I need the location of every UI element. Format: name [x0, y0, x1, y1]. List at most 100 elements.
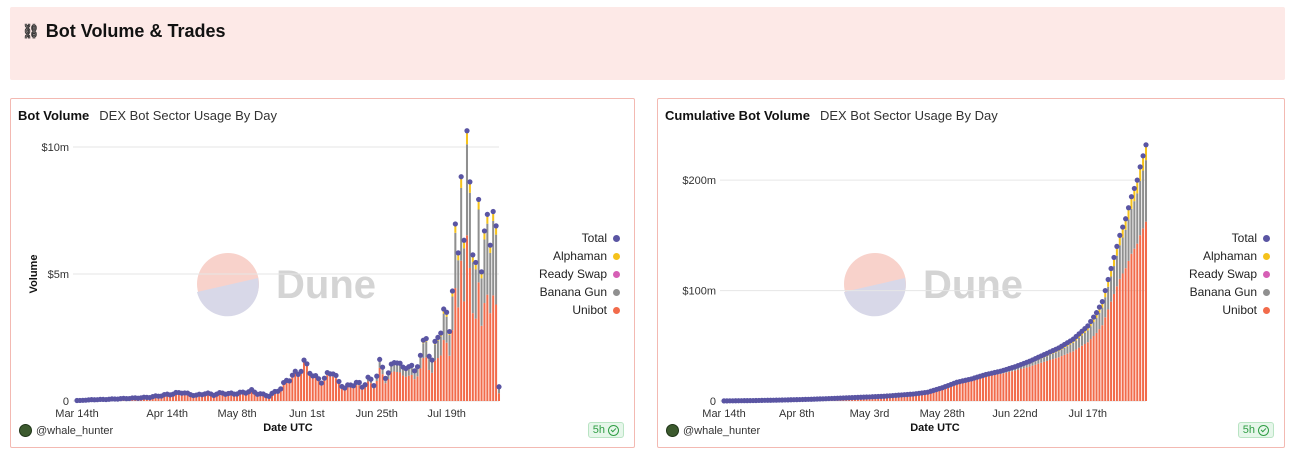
- x-tick-label: Mar 14th: [55, 408, 98, 420]
- bar-segment-banana-gun: [1011, 369, 1014, 372]
- bar-segment-unibot: [457, 307, 460, 401]
- bar-segment-unibot: [297, 375, 300, 401]
- chart-title: Bot Volume: [18, 108, 90, 123]
- bar-segment-unibot: [346, 387, 349, 401]
- legend-item-total[interactable]: Total: [1189, 229, 1270, 247]
- bar-segment-banana-gun: [1144, 160, 1148, 222]
- bar-segment-banana-gun: [1092, 322, 1095, 336]
- refresh-badge[interactable]: 5h: [587, 422, 624, 438]
- total-point: [484, 211, 490, 217]
- bar-segment-alphaman: [1127, 207, 1130, 220]
- chart-card-bot-volume[interactable]: Bot Volume DEX Bot Sector Usage By Day D…: [10, 98, 635, 448]
- bar-segment-banana-gun: [425, 341, 428, 358]
- bar-segment-unibot: [1136, 243, 1139, 401]
- total-point: [304, 361, 310, 367]
- total-point: [444, 309, 450, 315]
- total-point: [385, 370, 392, 376]
- bar-segment-unibot: [399, 372, 402, 401]
- total-point: [449, 288, 456, 294]
- bar-segment-banana-gun: [451, 296, 454, 331]
- total-point: [1111, 254, 1117, 261]
- author[interactable]: @whale_hunter: [666, 424, 760, 437]
- bar-segment-unibot: [1086, 342, 1089, 401]
- total-point: [1108, 265, 1114, 272]
- bar-segment-alphaman: [489, 245, 492, 253]
- refresh-badge[interactable]: 5h: [1237, 422, 1274, 438]
- bar-segment-unibot: [1133, 248, 1136, 401]
- x-tick-label: Mar 14th: [702, 408, 745, 420]
- cumulative-bot-volume-chart[interactable]: Dune 0 $100m $200m Mar 14th Apr 8th May 3rd May…: [658, 99, 1286, 449]
- bar-segment-unibot: [172, 394, 175, 401]
- bar-segment-banana-gun: [492, 220, 495, 296]
- bar-segment-unibot: [250, 390, 253, 401]
- bar-segment-banana-gun: [445, 316, 448, 343]
- watermark-text: Dune: [923, 263, 1023, 307]
- bar-segment-unibot: [177, 392, 180, 401]
- total-point: [435, 334, 441, 341]
- bar-segment-unibot: [236, 394, 239, 401]
- legend-item-alphaman[interactable]: Alphaman: [1189, 247, 1270, 265]
- bar-segment-unibot: [358, 385, 361, 401]
- bar-segment-banana-gun: [436, 340, 439, 359]
- bar-segment-banana-gun: [1075, 340, 1078, 350]
- legend-item-banana-gun[interactable]: Banana Gun: [539, 283, 620, 301]
- total-point: [461, 237, 467, 243]
- bar-segment-unibot: [906, 394, 909, 401]
- bar-segment-unibot: [241, 392, 244, 401]
- avatar: [19, 424, 32, 437]
- total-point: [452, 221, 458, 227]
- total-point: [481, 228, 488, 234]
- legend-item-total[interactable]: Total: [539, 229, 620, 247]
- total-points: [74, 128, 502, 404]
- bar-segment-unibot: [460, 260, 463, 401]
- bar-segment-banana-gun: [1072, 342, 1075, 352]
- legend-item-alphaman[interactable]: Alphaman: [539, 247, 620, 265]
- author[interactable]: @whale_hunter: [19, 424, 113, 437]
- legend-item-unibot[interactable]: Unibot: [539, 301, 620, 319]
- bar-segment-unibot: [976, 378, 979, 401]
- bar-segment-banana-gun: [1060, 349, 1063, 357]
- bar-segment-banana-gun: [454, 232, 457, 289]
- bar-segment-alphaman: [457, 252, 460, 261]
- bar-segment-unibot: [1142, 228, 1145, 401]
- bot-volume-chart[interactable]: Dune 0 $5m $10m Mar 14th Apr 14th May 8th Jun 1…: [11, 99, 636, 449]
- x-tick-label: May 8th: [217, 408, 256, 420]
- legend-dot: [613, 288, 620, 296]
- legend-item-ready-swap[interactable]: Ready Swap: [1189, 265, 1270, 283]
- bar-segment-banana-gun: [431, 362, 434, 373]
- bar-segment-banana-gun: [1136, 193, 1139, 244]
- bar-segment-banana-gun: [378, 361, 381, 368]
- total-point: [333, 372, 339, 379]
- bar-segment-banana-gun: [1121, 237, 1124, 274]
- y-tick-label: $5m: [48, 269, 69, 281]
- bar-segment-alphaman: [495, 225, 498, 235]
- bar-segment-unibot: [471, 313, 474, 401]
- bar-segment-alphaman: [1107, 279, 1110, 287]
- legend-dot: [613, 234, 620, 242]
- bar-segment-unibot: [160, 396, 163, 401]
- total-point: [478, 269, 485, 275]
- bar-segment-unibot: [166, 394, 169, 401]
- legend-item-ready-swap[interactable]: Ready Swap: [539, 265, 620, 283]
- chart-header: Cumulative Bot Volume DEX Bot Sector Usa…: [665, 108, 998, 123]
- x-axis-title: Date UTC: [263, 422, 313, 434]
- bar-segment-unibot: [206, 393, 209, 401]
- total-point: [409, 362, 415, 368]
- legend-item-unibot[interactable]: Unibot: [1189, 301, 1270, 319]
- legend-label: Banana Gun: [1189, 285, 1257, 299]
- x-tick-label: May 3rd: [850, 408, 890, 420]
- bar-segment-unibot: [1104, 317, 1107, 401]
- bar-segment-unibot: [1014, 370, 1017, 401]
- bar-segment-unibot: [1043, 361, 1046, 401]
- bar-segment-unibot: [970, 380, 973, 401]
- bar-segment-unibot: [1110, 301, 1113, 401]
- bar-segment-unibot: [425, 357, 428, 401]
- bar-segment-unibot: [323, 380, 326, 401]
- legend-item-banana-gun[interactable]: Banana Gun: [1189, 283, 1270, 301]
- legend: Total Alphaman Ready Swap Banana Gun Uni…: [1189, 229, 1270, 319]
- chart-card-cumulative-bot-volume[interactable]: Cumulative Bot Volume DEX Bot Sector Usa…: [657, 98, 1285, 448]
- bar-segment-unibot: [900, 395, 903, 401]
- bar-segment-unibot: [445, 342, 448, 401]
- bar-segment-banana-gun: [387, 374, 390, 380]
- bar-segment-unibot: [497, 393, 501, 401]
